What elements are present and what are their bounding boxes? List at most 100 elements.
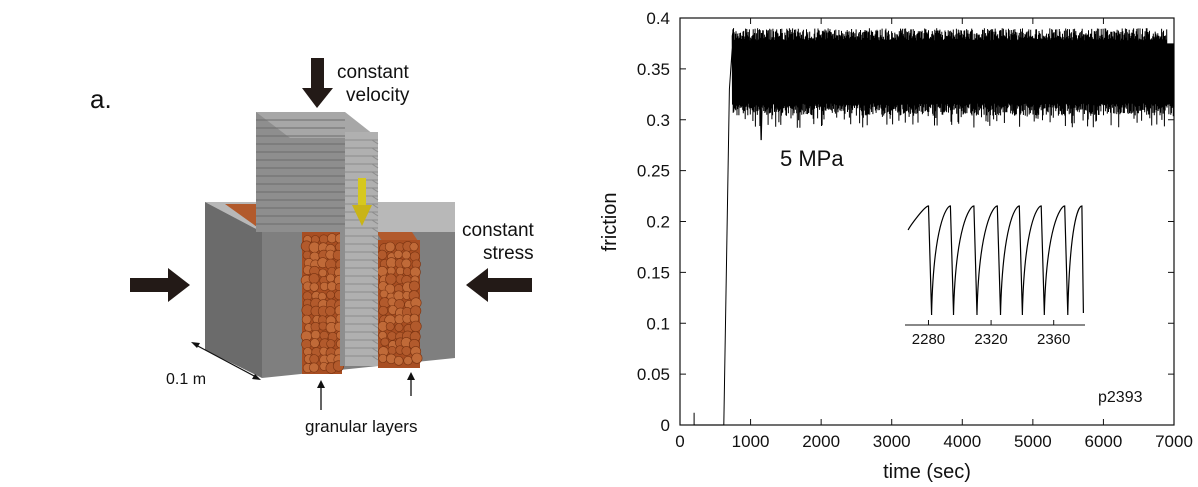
grain	[408, 280, 420, 292]
grain	[403, 356, 413, 366]
inset-plot: 2280 2320 2360	[905, 205, 1085, 348]
grain	[309, 354, 320, 364]
groove-line	[345, 331, 379, 337]
grain	[326, 339, 336, 349]
groove-line	[345, 347, 379, 353]
grain	[385, 322, 395, 331]
groove-line	[345, 355, 379, 361]
groove-line	[345, 267, 379, 273]
grain	[384, 241, 396, 253]
y-tick-label: 0.15	[637, 263, 670, 282]
panel-label: a.	[90, 84, 112, 114]
grain	[401, 345, 412, 356]
grain	[395, 266, 405, 276]
grain	[308, 273, 320, 284]
grain	[301, 314, 312, 325]
grain	[308, 362, 319, 373]
grain	[410, 320, 422, 333]
groove-line	[345, 171, 379, 177]
x-tick-label: 4000	[943, 432, 981, 451]
series-dip-event	[758, 48, 764, 141]
y-tick-label: 0.3	[646, 111, 670, 130]
x-axis-label: time (sec)	[883, 461, 971, 483]
x-tick-label: 6000	[1085, 432, 1123, 451]
grain	[393, 355, 404, 366]
inset-x-tick-label: 2320	[974, 331, 1007, 348]
granular-layers-label: granular layers	[305, 417, 417, 436]
groove-line	[345, 291, 379, 297]
grain	[326, 273, 335, 283]
center-block-top	[256, 112, 378, 138]
velocity-label-line2: velocity	[346, 85, 410, 106]
velocity-label-line1: constant	[337, 62, 410, 83]
grain	[377, 249, 388, 260]
grain	[387, 331, 397, 341]
groove-line	[345, 155, 379, 161]
grain	[309, 282, 319, 292]
grain	[393, 249, 403, 259]
x-tick-label: 7000	[1155, 432, 1193, 451]
y-tick-label: 0.1	[646, 314, 670, 333]
groove-line	[345, 235, 379, 241]
groove-line	[345, 163, 379, 169]
inset-series-line	[907, 205, 1084, 316]
groove-line	[345, 339, 379, 345]
grain	[409, 242, 419, 252]
groove-line	[345, 227, 379, 233]
chart-series	[693, 28, 1175, 426]
grain	[378, 305, 389, 316]
groove-line	[345, 323, 379, 329]
grain	[318, 268, 328, 278]
right-stress-arrow-icon	[466, 268, 532, 302]
grain	[309, 338, 320, 348]
x-tick-label: 0	[675, 432, 684, 451]
stress-label-line2: stress	[483, 243, 534, 264]
grain	[326, 290, 335, 300]
annotation-pressure: 5 MPa	[780, 146, 844, 171]
y-tick-label: 0.25	[637, 162, 670, 181]
groove-line	[345, 275, 379, 281]
series-dip-event	[839, 48, 843, 74]
yellow-down-arrow-icon	[352, 178, 372, 226]
block-side-face	[205, 202, 262, 378]
inset-x-tick-label: 2280	[912, 331, 945, 348]
stress-label-line1: constant	[462, 220, 535, 241]
grain	[326, 281, 337, 292]
y-tick-label: 0.2	[646, 213, 670, 232]
grain	[310, 329, 321, 340]
grain	[385, 273, 397, 285]
series-line-friction	[693, 28, 1175, 426]
grain	[411, 352, 423, 364]
left-stress-arrow-icon	[130, 268, 190, 302]
x-tick-label: 1000	[732, 432, 770, 451]
scale-bar-icon	[191, 342, 261, 380]
grain	[319, 234, 329, 244]
groove-line	[345, 315, 379, 321]
apparatus-illustration: a. constant velocity	[90, 58, 535, 436]
x-tick-label: 3000	[873, 432, 911, 451]
scale-label: 0.1 m	[166, 371, 206, 388]
y-axis-label: friction	[599, 193, 621, 252]
velocity-arrow-icon	[302, 58, 333, 108]
grain	[325, 306, 336, 317]
groove-line	[345, 259, 379, 265]
grain	[378, 353, 388, 363]
grain	[394, 323, 404, 332]
groove-line	[345, 307, 379, 313]
friction-chart: 0 1000 2000 3000 4000 5000 6000 7000 0 0.05 0.1 0.1…	[599, 9, 1193, 483]
groove-line	[345, 147, 379, 153]
grain	[401, 258, 412, 269]
groove-line	[345, 243, 379, 249]
x-tick-label: 5000	[1014, 432, 1052, 451]
groove-line	[345, 283, 379, 289]
center-block-front	[345, 132, 378, 366]
groove-line	[345, 251, 379, 257]
granular-pointer-arrows-icon	[317, 372, 415, 410]
grain	[387, 345, 397, 355]
annotation-experiment-id: p2393	[1098, 389, 1143, 406]
grain	[401, 250, 411, 260]
inset-x-tick-label: 2360	[1037, 331, 1070, 348]
groove-line	[345, 299, 379, 305]
y-tick-label: 0.05	[637, 365, 670, 384]
